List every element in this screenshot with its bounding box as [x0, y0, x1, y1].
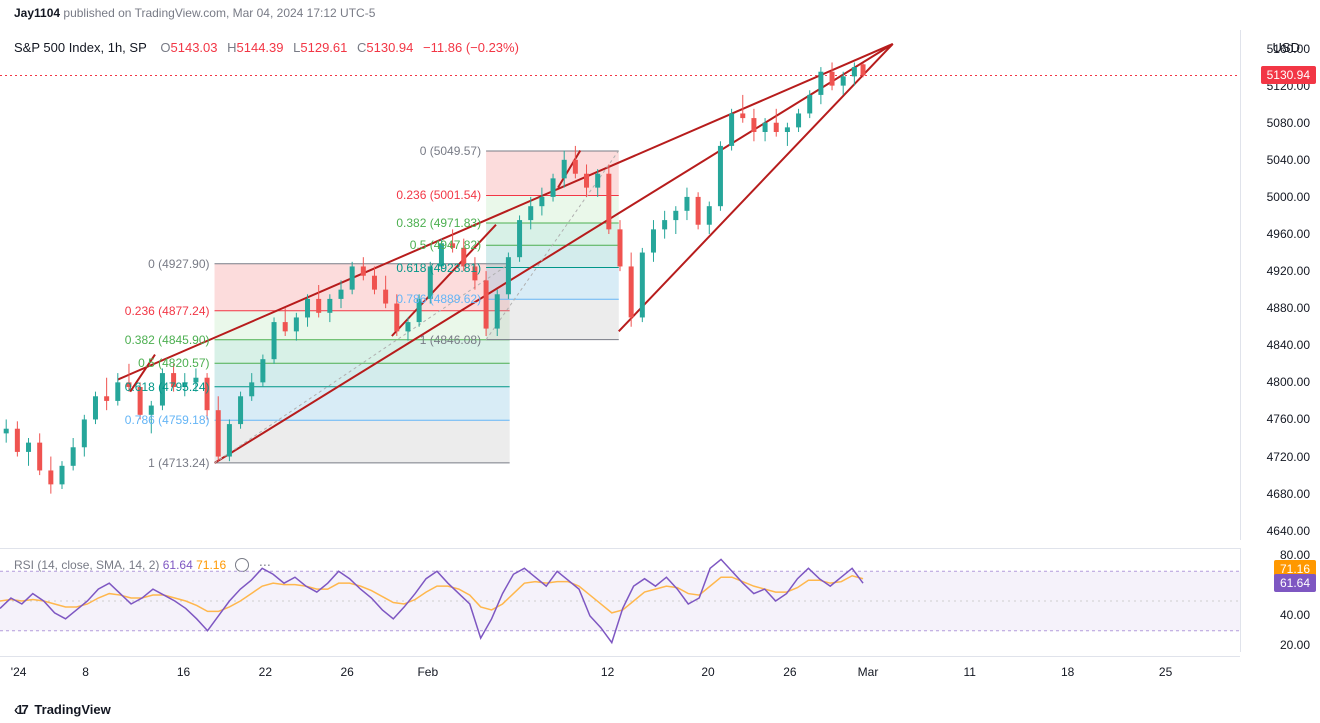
y-tick: 5000.00	[1267, 190, 1310, 204]
rsi-panel[interactable]: RSI (14, close, SMA, 14, 2) 61.64 71.16 …	[0, 548, 1240, 652]
y-tick: 5160.00	[1267, 42, 1310, 56]
x-tick: 8	[82, 665, 89, 679]
x-tick: 25	[1159, 665, 1172, 679]
y-tick: 4840.00	[1267, 338, 1310, 352]
x-tick: Feb	[417, 665, 438, 679]
y-tick: 4960.00	[1267, 227, 1310, 241]
logo-icon: ‹17	[14, 702, 27, 717]
x-axis[interactable]: '24 8 16 22 26 Feb 12 20 26 Mar 11 18 25	[0, 656, 1240, 686]
y-axis[interactable]: 5160.005120.005080.005040.005000.004960.…	[1240, 30, 1320, 540]
fib-level-label: 0.382 (4971.83)	[376, 216, 481, 230]
rsi-y-tick: 20.00	[1280, 638, 1310, 652]
x-tick: 16	[177, 665, 190, 679]
x-tick: 11	[963, 665, 975, 679]
y-tick: 5040.00	[1267, 153, 1310, 167]
fib-level-label: 0.618 (4923.81)	[376, 261, 481, 275]
rsi-value-tag: 61.64	[1274, 574, 1316, 592]
fib-level-label: 1 (4713.24)	[105, 456, 210, 470]
fib-level-label: 1 (4846.08)	[376, 333, 481, 347]
author: Jay1104	[14, 6, 60, 20]
x-tick: '24	[11, 665, 27, 679]
x-tick: 22	[259, 665, 272, 679]
x-tick: 20	[701, 665, 714, 679]
fib-level-label: 0.5 (4820.57)	[105, 356, 210, 370]
y-tick: 4800.00	[1267, 375, 1310, 389]
x-tick: 26	[783, 665, 796, 679]
fib-level-label: 0 (5049.57)	[376, 144, 481, 158]
y-tick: 4760.00	[1267, 412, 1310, 426]
x-tick: 12	[601, 665, 614, 679]
x-tick: Mar	[858, 665, 879, 679]
logo-text: TradingView	[34, 702, 110, 717]
pub-text: published on TradingView.com, Mar 04, 20…	[63, 6, 375, 20]
fib-level-label: 0.5 (4947.82)	[376, 238, 481, 252]
y-tick: 4680.00	[1267, 487, 1310, 501]
fib-level-label: 0.618 (4795.24)	[105, 380, 210, 394]
y-tick: 4640.00	[1267, 524, 1310, 538]
y-tick: 4720.00	[1267, 450, 1310, 464]
price-tag: 5130.94	[1261, 66, 1316, 84]
rsi-chart[interactable]	[0, 549, 1240, 653]
publish-info: Jay1104 published on TradingView.com, Ma…	[14, 6, 375, 20]
fib-level-label: 0 (4927.90)	[105, 257, 210, 271]
x-tick: 18	[1061, 665, 1074, 679]
fib-level-label: 0.786 (4889.62)	[376, 292, 481, 306]
fib-level-label: 0.236 (4877.24)	[105, 304, 210, 318]
tradingview-logo[interactable]: ‹17 TradingView	[14, 702, 111, 717]
fib-level-label: 0.236 (5001.54)	[376, 188, 481, 202]
y-tick: 4920.00	[1267, 264, 1310, 278]
y-tick: 4880.00	[1267, 301, 1310, 315]
y-tick: 5080.00	[1267, 116, 1310, 130]
fib-level-label: 0.786 (4759.18)	[105, 413, 210, 427]
rsi-y-axis[interactable]: 80.0040.0020.0071.1661.64	[1240, 548, 1320, 652]
x-tick: 26	[341, 665, 354, 679]
fib-level-label: 0.382 (4845.90)	[105, 333, 210, 347]
rsi-y-tick: 40.00	[1280, 608, 1310, 622]
